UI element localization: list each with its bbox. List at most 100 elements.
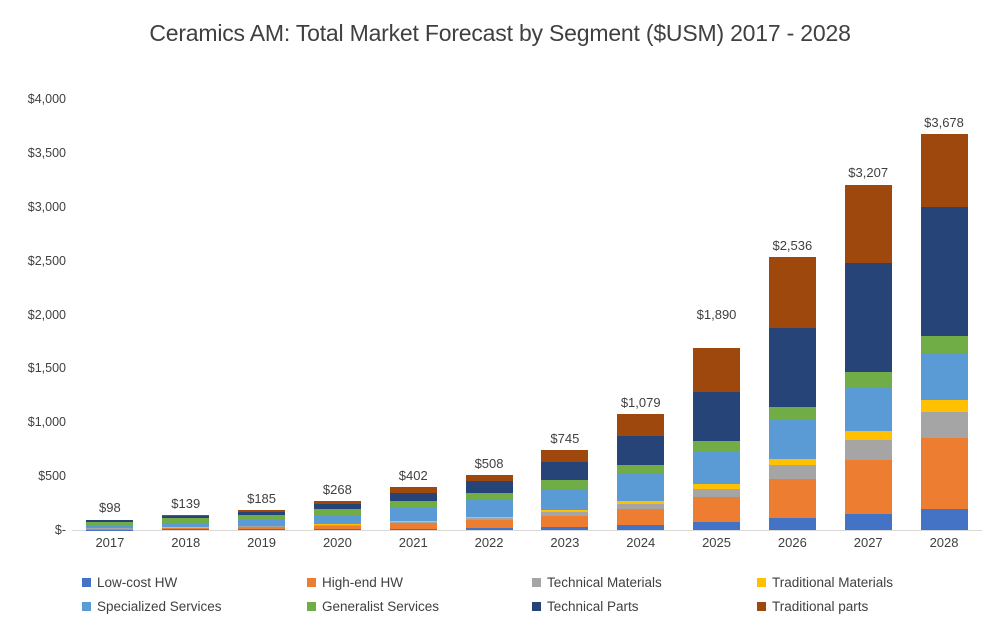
bar-segment[interactable] <box>389 521 437 524</box>
bar-segment[interactable] <box>389 507 437 521</box>
bar-group[interactable]: $1,079 <box>603 99 679 530</box>
bar-segment[interactable] <box>768 518 816 530</box>
stacked-bar[interactable] <box>238 510 286 530</box>
bar-segment[interactable] <box>162 527 210 530</box>
bar-segment[interactable] <box>389 523 437 529</box>
bar-segment[interactable] <box>768 458 816 466</box>
bar-segment[interactable] <box>768 256 816 329</box>
bar-segment[interactable] <box>389 492 437 502</box>
bar-segment[interactable] <box>162 522 210 528</box>
bar-segment[interactable] <box>313 524 361 526</box>
bar-segment[interactable] <box>541 515 589 527</box>
bar-segment[interactable] <box>617 525 665 530</box>
bar-segment[interactable] <box>617 503 665 509</box>
bar-segment[interactable] <box>920 411 968 438</box>
bar-segment[interactable] <box>313 528 361 530</box>
bar-segment[interactable] <box>541 488 589 511</box>
bar-segment[interactable] <box>920 400 968 412</box>
bar-segment[interactable] <box>920 207 968 336</box>
bar-segment[interactable] <box>617 509 665 526</box>
bar-segment[interactable] <box>844 263 892 372</box>
bar-segment[interactable] <box>238 526 286 528</box>
bar-segment[interactable] <box>465 527 513 530</box>
bar-segment[interactable] <box>693 488 741 498</box>
legend-item[interactable]: Technical Materials <box>522 570 747 594</box>
bar-segment[interactable] <box>389 528 437 530</box>
bar-segment[interactable] <box>541 512 589 516</box>
stacked-bar[interactable] <box>541 449 589 530</box>
bar-segment[interactable] <box>920 437 968 509</box>
stacked-bar[interactable] <box>920 133 968 530</box>
bar-segment[interactable] <box>238 515 286 520</box>
bar-segment[interactable] <box>465 518 513 521</box>
bar-group[interactable]: $185 <box>224 99 300 530</box>
bar-segment[interactable] <box>541 449 589 463</box>
bar-group[interactable]: $508 <box>451 99 527 530</box>
bar-segment[interactable] <box>693 452 741 485</box>
bar-segment[interactable] <box>465 500 513 517</box>
bar-segment[interactable] <box>238 519 286 527</box>
bar-segment[interactable] <box>313 525 361 529</box>
bar-segment[interactable] <box>844 184 892 264</box>
bar-segment[interactable] <box>389 486 437 493</box>
bar-group[interactable]: $98 <box>72 99 148 530</box>
bar-segment[interactable] <box>313 515 361 524</box>
legend-item[interactable]: Specialized Services <box>72 594 297 618</box>
bar-group[interactable]: $268 <box>299 99 375 530</box>
bar-segment[interactable] <box>768 406 816 421</box>
bar-segment[interactable] <box>465 520 513 528</box>
stacked-bar[interactable] <box>617 413 665 530</box>
bar-segment[interactable] <box>313 523 361 525</box>
bar-segment[interactable] <box>389 520 437 522</box>
bar-segment[interactable] <box>86 519 134 521</box>
bar-group[interactable]: $1,890 <box>679 99 755 530</box>
bar-group[interactable]: $139 <box>148 99 224 530</box>
bar-group[interactable]: $3,678 <box>906 99 982 530</box>
bar-segment[interactable] <box>844 371 892 388</box>
bar-segment[interactable] <box>541 480 589 489</box>
bar-segment[interactable] <box>465 475 513 481</box>
stacked-bar[interactable] <box>389 486 437 530</box>
bar-segment[interactable] <box>541 526 589 530</box>
bar-segment[interactable] <box>313 504 361 510</box>
bar-segment[interactable] <box>844 513 892 530</box>
bar-segment[interactable] <box>617 435 665 465</box>
bar-segment[interactable] <box>86 520 134 522</box>
bar-segment[interactable] <box>920 352 968 401</box>
bar-segment[interactable] <box>768 420 816 459</box>
bar-group[interactable]: $2,536 <box>754 99 830 530</box>
bar-group[interactable]: $745 <box>527 99 603 530</box>
bar-segment[interactable] <box>465 492 513 501</box>
bar-segment[interactable] <box>86 524 134 529</box>
bar-segment[interactable] <box>465 516 513 519</box>
bar-segment[interactable] <box>465 480 513 493</box>
stacked-bar[interactable] <box>693 347 741 530</box>
bar-segment[interactable] <box>617 464 665 475</box>
bar-group[interactable]: $3,207 <box>830 99 906 530</box>
legend-item[interactable]: Traditional parts <box>747 594 972 618</box>
bar-segment[interactable] <box>238 510 286 512</box>
bar-segment[interactable] <box>238 527 286 530</box>
bar-segment[interactable] <box>693 392 741 441</box>
bar-segment[interactable] <box>238 511 286 516</box>
legend-item[interactable]: Traditional Materials <box>747 570 972 594</box>
bar-segment[interactable] <box>313 509 361 516</box>
bar-segment[interactable] <box>86 528 134 530</box>
legend-item[interactable]: Low-cost HW <box>72 570 297 594</box>
bar-segment[interactable] <box>844 387 892 431</box>
legend-item[interactable]: High-end HW <box>297 570 522 594</box>
bar-segment[interactable] <box>920 509 968 530</box>
bar-segment[interactable] <box>844 459 892 514</box>
bar-segment[interactable] <box>693 522 741 530</box>
bar-segment[interactable] <box>693 347 741 393</box>
bar-segment[interactable] <box>162 529 210 530</box>
bar-segment[interactable] <box>844 430 892 440</box>
stacked-bar[interactable] <box>768 256 816 530</box>
bar-segment[interactable] <box>844 439 892 460</box>
bar-segment[interactable] <box>238 529 286 530</box>
bar-segment[interactable] <box>162 516 210 519</box>
bar-segment[interactable] <box>768 465 816 480</box>
bar-segment[interactable] <box>162 515 210 517</box>
stacked-bar[interactable] <box>162 515 210 530</box>
stacked-bar[interactable] <box>465 475 513 530</box>
